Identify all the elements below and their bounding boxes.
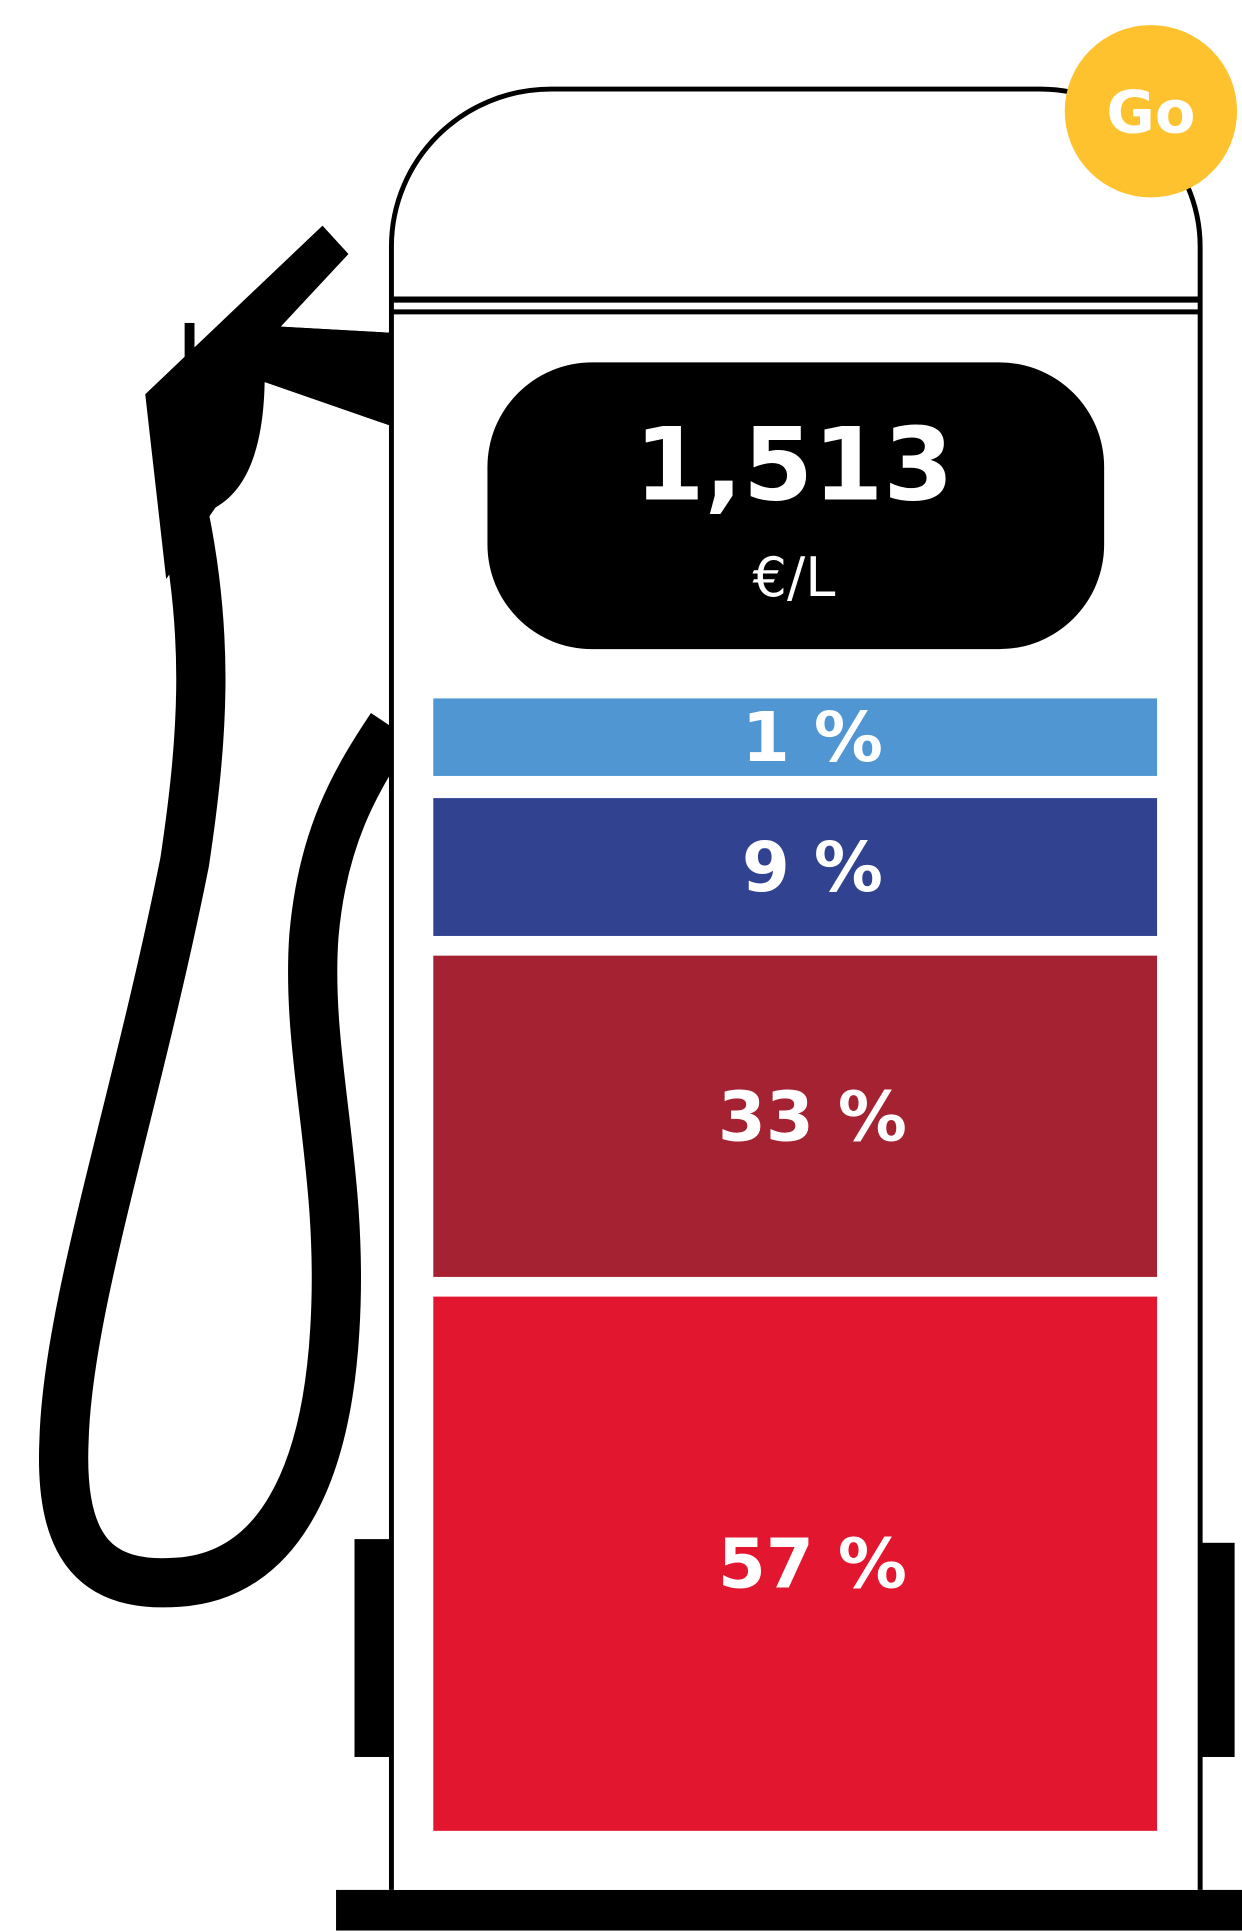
badge-label: Go bbox=[1106, 77, 1195, 146]
fuel-pump-infographic: 1,513 €/L Go 1 % 9 % 33 % 57 % bbox=[0, 0, 1242, 1931]
nozzle-body bbox=[145, 226, 391, 579]
segment-label: 9 % bbox=[742, 828, 883, 908]
segment-label: 33 % bbox=[718, 1077, 907, 1157]
left-foot bbox=[355, 1539, 394, 1757]
unit: €/L bbox=[753, 546, 836, 609]
segment-label: 1 % bbox=[742, 698, 883, 778]
price: 1,513 bbox=[634, 406, 953, 524]
base bbox=[336, 1890, 1242, 1931]
hose bbox=[64, 517, 392, 1582]
right-foot bbox=[1200, 1543, 1234, 1757]
segments: 1 % 9 % 33 % 57 % bbox=[433, 698, 1157, 1831]
nozzle-lever bbox=[185, 323, 195, 357]
segment-label: 57 % bbox=[718, 1525, 907, 1605]
